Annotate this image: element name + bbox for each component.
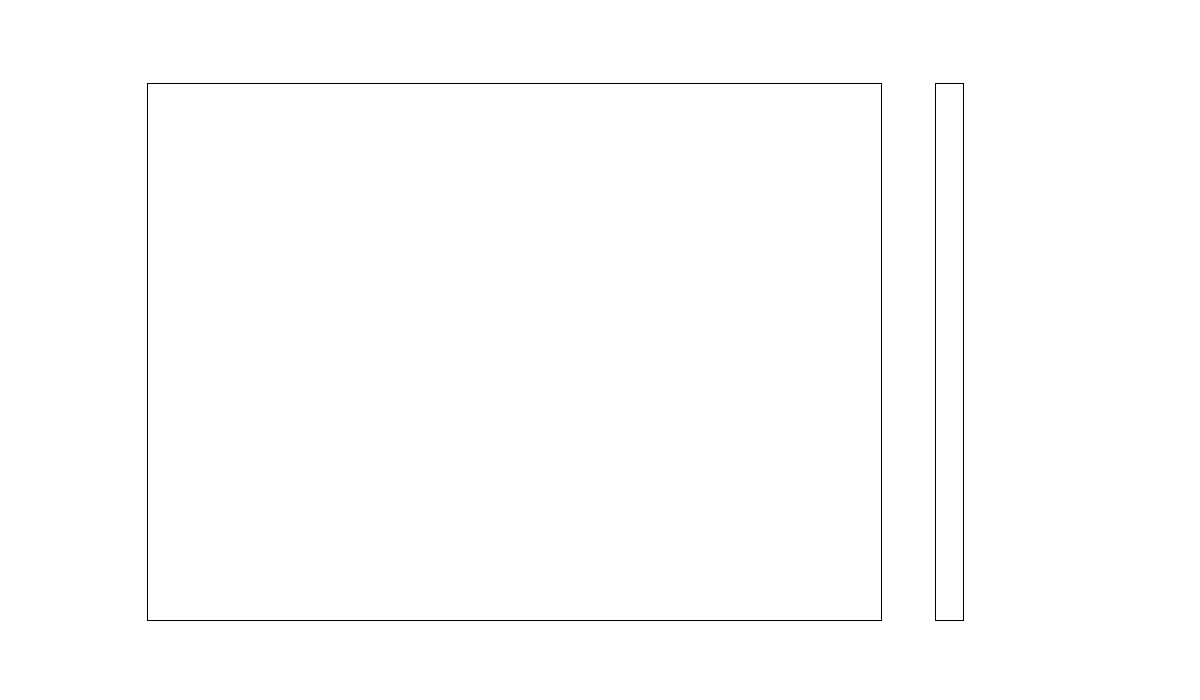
heatmap-canvas (148, 84, 881, 620)
colorbar-canvas (936, 84, 963, 620)
plot-area (147, 83, 882, 621)
colorbar (935, 83, 964, 621)
